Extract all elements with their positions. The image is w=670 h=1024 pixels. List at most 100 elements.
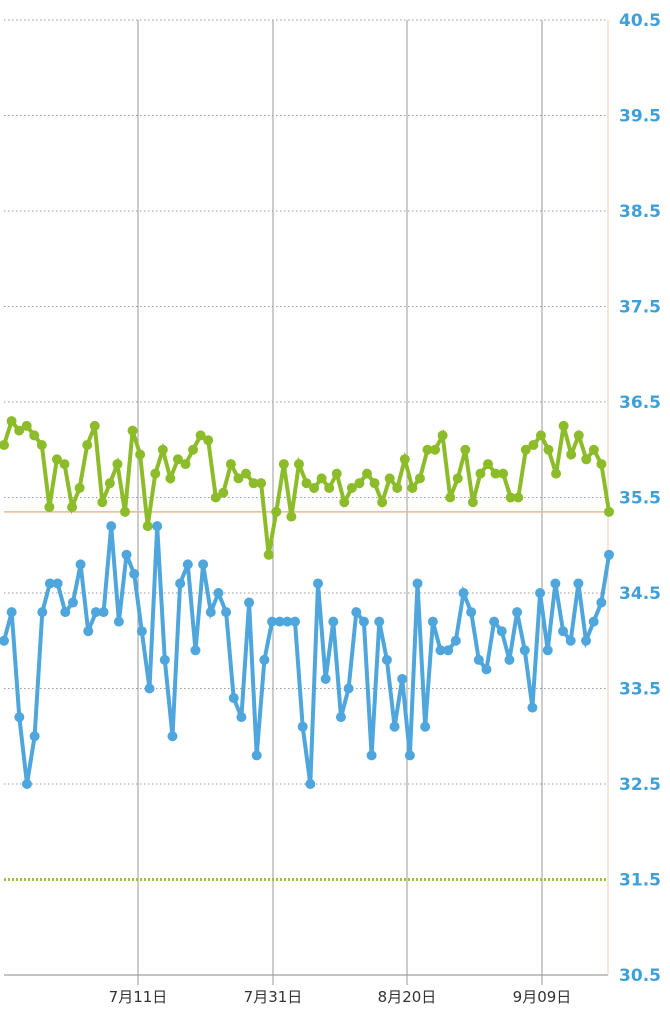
lower-series-point bbox=[90, 607, 101, 618]
lower-series-point bbox=[504, 654, 515, 665]
lower-series-point bbox=[83, 626, 94, 637]
lower-series-point bbox=[335, 712, 346, 723]
upper-series-point bbox=[324, 482, 335, 493]
upper-series-point bbox=[346, 482, 357, 493]
upper-series-point bbox=[286, 511, 297, 522]
upper-series-point bbox=[566, 449, 577, 460]
lower-series-point bbox=[351, 607, 362, 618]
upper-series-point bbox=[14, 425, 25, 436]
lower-series-point bbox=[75, 559, 86, 570]
upper-series-point bbox=[331, 468, 342, 479]
lower-series-point bbox=[159, 654, 170, 665]
lower-series-point bbox=[282, 616, 293, 627]
upper-series-point bbox=[407, 482, 418, 493]
upper-series-point bbox=[59, 459, 70, 470]
upper-series-point bbox=[316, 473, 327, 484]
upper-series-point bbox=[97, 497, 108, 508]
x-tick-label: 9月09日 bbox=[513, 988, 572, 1006]
lower-series-point bbox=[190, 645, 201, 656]
lower-series-point bbox=[489, 616, 500, 627]
lower-series-point bbox=[328, 616, 339, 627]
lower-series-point bbox=[52, 578, 63, 589]
lower-series-point bbox=[37, 607, 48, 618]
upper-series-point bbox=[430, 444, 441, 455]
upper-series-point bbox=[248, 478, 259, 489]
upper-series-point bbox=[165, 473, 176, 484]
lower-series-point bbox=[435, 645, 446, 656]
y-tick-label: 37.5 bbox=[619, 298, 661, 318]
upper-series-point bbox=[89, 420, 100, 431]
lower-series-point bbox=[527, 702, 538, 713]
upper-series-point bbox=[498, 468, 509, 479]
upper-series-point bbox=[520, 444, 531, 455]
lower-series-point bbox=[496, 626, 507, 637]
lower-series-point bbox=[113, 616, 124, 627]
lower-series-point bbox=[121, 549, 132, 560]
upper-series-point bbox=[604, 506, 614, 517]
lower-series-point bbox=[205, 607, 216, 618]
upper-series-point bbox=[483, 459, 493, 470]
y-tick-label: 35.5 bbox=[619, 489, 661, 509]
upper-series-point bbox=[6, 416, 17, 427]
upper-series-point bbox=[36, 439, 47, 450]
upper-series-point bbox=[104, 478, 115, 489]
lower-series-line bbox=[2, 525, 611, 785]
upper-series-point bbox=[384, 473, 395, 484]
lower-series-point bbox=[251, 750, 262, 761]
upper-series-point bbox=[82, 439, 93, 450]
upper-series-point bbox=[505, 492, 516, 503]
lower-series-point bbox=[129, 568, 140, 579]
upper-series-point bbox=[581, 454, 592, 465]
y-tick-label: 31.5 bbox=[619, 871, 661, 891]
upper-series-point bbox=[467, 497, 478, 508]
lower-series-point bbox=[581, 635, 592, 646]
lower-series-point bbox=[565, 635, 576, 646]
x-axis-tick-labels: 7月11日 7月31日 8月20日 9月09日 bbox=[109, 988, 572, 1006]
y-tick-label: 38.5 bbox=[619, 202, 661, 222]
upper-series-point bbox=[271, 506, 282, 517]
upper-series-point bbox=[135, 449, 146, 460]
lower-series-point bbox=[404, 750, 415, 761]
upper-series-point bbox=[210, 492, 221, 503]
lower-series-point bbox=[297, 721, 308, 732]
upper-series-point bbox=[354, 478, 365, 489]
lower-series-point bbox=[236, 712, 247, 723]
lower-series-point bbox=[550, 578, 561, 589]
lower-series-point bbox=[244, 597, 255, 608]
reference-lines bbox=[4, 511, 608, 881]
lower-series-point bbox=[343, 683, 354, 694]
upper-series-point bbox=[414, 473, 425, 484]
upper-series-point bbox=[460, 444, 471, 455]
lower-series-point bbox=[512, 607, 523, 618]
upper-series-point bbox=[596, 459, 607, 470]
upper-series-point bbox=[551, 468, 562, 479]
lower-series-point bbox=[443, 645, 454, 656]
upper-series-point bbox=[233, 473, 244, 484]
upper-series-point bbox=[445, 492, 456, 503]
lower-series-point bbox=[198, 559, 209, 570]
upper-series-point bbox=[0, 439, 9, 450]
lower-series-point bbox=[14, 712, 25, 723]
lower-series-point bbox=[312, 578, 323, 589]
series-layer bbox=[0, 416, 614, 789]
upper-series-point bbox=[543, 444, 554, 455]
upper-series-point bbox=[112, 459, 123, 470]
upper-series-point bbox=[377, 497, 388, 508]
lower-series-point bbox=[381, 654, 392, 665]
lower-series-point bbox=[152, 521, 163, 532]
lower-series-point bbox=[290, 616, 301, 627]
upper-series-point bbox=[195, 430, 206, 441]
upper-series-point bbox=[535, 430, 546, 441]
y-tick-label: 39.5 bbox=[619, 107, 661, 127]
lower-series-point bbox=[21, 779, 32, 789]
lower-series-point bbox=[228, 693, 239, 704]
y-tick-label: 33.5 bbox=[619, 680, 661, 700]
upper-series-point bbox=[44, 502, 55, 513]
upper-series-point bbox=[256, 478, 267, 489]
lower-series-point bbox=[481, 664, 492, 675]
upper-series-point bbox=[180, 459, 191, 470]
lower-series-point bbox=[450, 635, 461, 646]
lower-series-point bbox=[473, 654, 484, 665]
upper-series-point bbox=[29, 430, 40, 441]
